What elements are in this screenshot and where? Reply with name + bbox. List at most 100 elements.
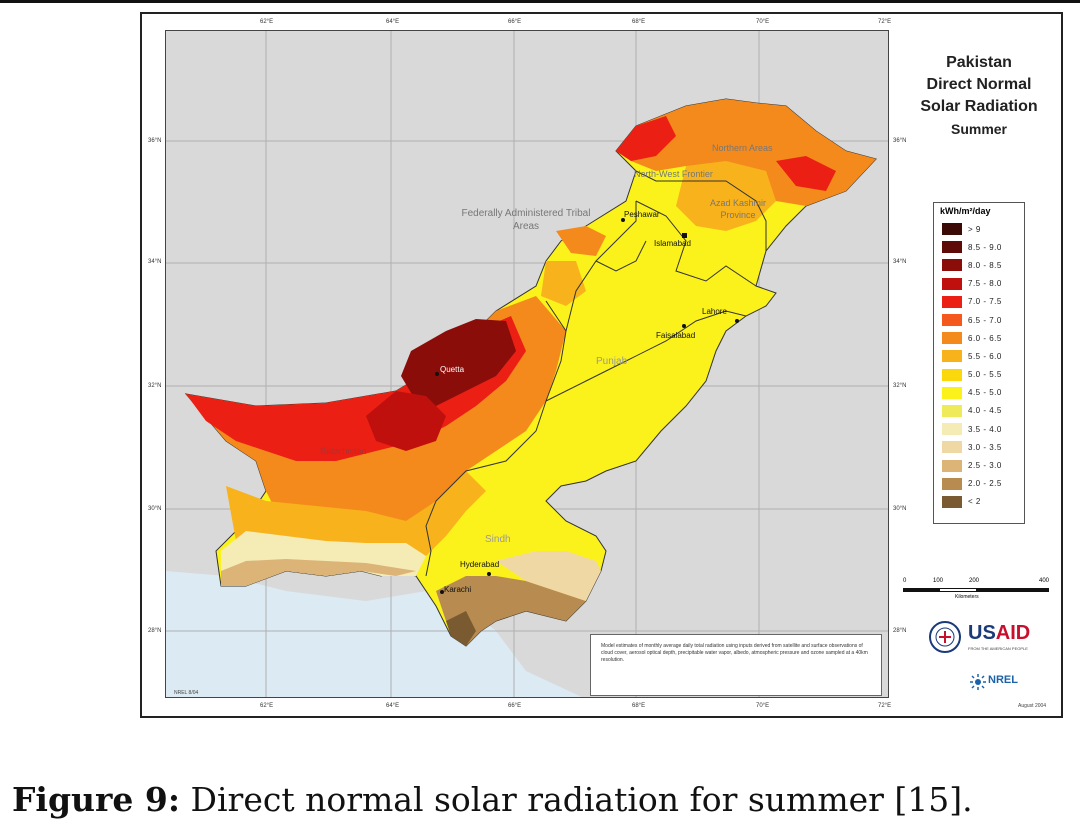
usaid-tagline: FROM THE AMERICAN PEOPLE (968, 646, 1028, 651)
legend-item: 8.0 - 8.5 (934, 256, 1024, 274)
city-dot-faisalabad (682, 324, 686, 328)
lat-tick: 28°N (148, 628, 162, 634)
legend-swatch (942, 459, 962, 472)
legend-swatch (942, 295, 962, 308)
legend-swatch (942, 314, 962, 327)
usaid-aid: AID (995, 622, 1031, 644)
city-dot-islamabad (682, 233, 687, 238)
legend-label: 4.5 - 5.0 (968, 388, 1002, 398)
lon-tick: 64°E (386, 703, 400, 709)
city-dot-peshawar (621, 218, 625, 222)
scale-label: 400 (1039, 578, 1050, 584)
city-dot-lahore (735, 319, 739, 323)
lon-tick: 66°E (508, 703, 522, 709)
legend-items: > 9 8.5 - 9.0 8.0 - 8.5 7.5 - 8.0 7.0 - 7.5 6… (934, 220, 1024, 511)
legend-label: 5.0 - 5.5 (968, 370, 1002, 380)
legend-swatch (942, 277, 962, 290)
lon-tick: 64°E (386, 19, 400, 25)
legend-swatch (942, 404, 962, 417)
lon-tick: 68°E (632, 19, 646, 25)
scale-unit: Kilometers (955, 594, 979, 600)
legend-label: 2.5 - 3.0 (968, 461, 1002, 471)
title-line-2: Direct Normal (926, 76, 1032, 93)
lat-tick: 32°N (893, 383, 907, 389)
legend-item: 7.5 - 8.0 (934, 275, 1024, 293)
lat-tick: 34°N (148, 259, 162, 265)
city-label-lahore: Lahore (702, 307, 727, 316)
lon-tick: 66°E (508, 19, 522, 25)
legend-label: 7.5 - 8.0 (968, 279, 1002, 289)
top-rule (0, 0, 1080, 3)
legend-item: 2.0 - 2.5 (934, 475, 1024, 493)
map-date: August 2004 (1018, 703, 1047, 709)
lat-tick: 36°N (148, 138, 162, 144)
lat-tick: 32°N (148, 383, 162, 389)
city-dot-hyderabad (487, 572, 491, 576)
lon-tick: 68°E (632, 703, 646, 709)
figure-caption: Figure 9: Direct normal solar radiation … (12, 780, 973, 819)
legend-item: 4.0 - 4.5 (934, 402, 1024, 420)
caption-label: Figure 9: (12, 780, 181, 819)
nrel-sun-icon (970, 674, 986, 690)
legend-item: 5.5 - 6.0 (934, 347, 1024, 365)
city-label-quetta: Quetta (440, 365, 465, 374)
legend-item: 5.0 - 5.5 (934, 366, 1024, 384)
legend-item: 4.5 - 5.0 (934, 384, 1024, 402)
scale-label: 200 (969, 578, 980, 584)
legend-swatch (942, 495, 962, 508)
lat-tick: 28°N (893, 628, 907, 634)
region-label-sindh: Sindh (485, 534, 511, 545)
legend-swatch (942, 477, 962, 490)
legend-header: kWh/m²/day (940, 206, 991, 216)
lat-tick: 34°N (893, 259, 907, 265)
region-label-punjab: Punjab (596, 356, 628, 367)
lon-tick: 62°E (260, 703, 274, 709)
region-label-balochistan: Balochistan (320, 446, 367, 456)
region-label-nwfp: North-West Frontier (634, 169, 713, 179)
city-label-faisalabad: Faisalabad (656, 331, 696, 340)
legend-label: 3.5 - 4.0 (968, 424, 1002, 434)
legend-label: > 9 (968, 224, 981, 234)
map-canvas (165, 30, 889, 698)
city-label-karachi: Karachi (444, 585, 472, 594)
legend-swatch (942, 223, 962, 236)
lat-tick: 30°N (148, 506, 162, 512)
lat-tick: 36°N (893, 138, 907, 144)
legend-swatch (942, 332, 962, 345)
legend-swatch (942, 423, 962, 436)
legend-label: 6.5 - 7.0 (968, 315, 1002, 325)
city-dot-quetta (435, 372, 439, 376)
legend-label: 6.0 - 6.5 (968, 333, 1002, 343)
legend-swatch (942, 368, 962, 381)
map-title: Pakistan Direct Normal Solar Radiation S… (900, 52, 1058, 140)
legend-label: 4.0 - 4.5 (968, 406, 1002, 416)
lon-tick: 70°E (756, 703, 770, 709)
legend-label: 3.0 - 3.5 (968, 442, 1002, 452)
usaid-logo: USAID (968, 622, 1030, 645)
legend-swatch (942, 259, 962, 272)
city-label-islamabad: Islamabad (654, 239, 691, 248)
scale-label: 0 (903, 578, 907, 584)
title-line-3: Solar Radiation (920, 98, 1038, 115)
city-dot-karachi (440, 590, 444, 594)
city-label-hyderabad: Hyderabad (460, 560, 500, 569)
nrel-logo: NREL (988, 674, 1018, 686)
legend-item: 6.5 - 7.0 (934, 311, 1024, 329)
lon-tick: 62°E (260, 19, 274, 25)
legend-item: 2.5 - 3.0 (934, 456, 1024, 474)
caption-text: Direct normal solar radiation for summer… (180, 780, 973, 819)
lon-tick: 72°E (878, 19, 892, 25)
title-line-1: Pakistan (946, 54, 1012, 71)
legend-label: 5.5 - 6.0 (968, 351, 1002, 361)
method-note: Model estimates of monthly average daily… (590, 634, 882, 696)
legend-item: 3.5 - 4.0 (934, 420, 1024, 438)
region-label-azad: Azad Kashmir Province (709, 198, 767, 220)
legend-label: 8.0 - 8.5 (968, 260, 1002, 270)
legend-swatch (942, 241, 962, 254)
legend-item: 3.0 - 3.5 (934, 438, 1024, 456)
legend-swatch (942, 386, 962, 399)
legend-item: < 2 (934, 493, 1024, 511)
scale-graphic (903, 588, 1049, 592)
lon-tick: 72°E (878, 703, 892, 709)
legend-label: 7.0 - 7.5 (968, 297, 1002, 307)
